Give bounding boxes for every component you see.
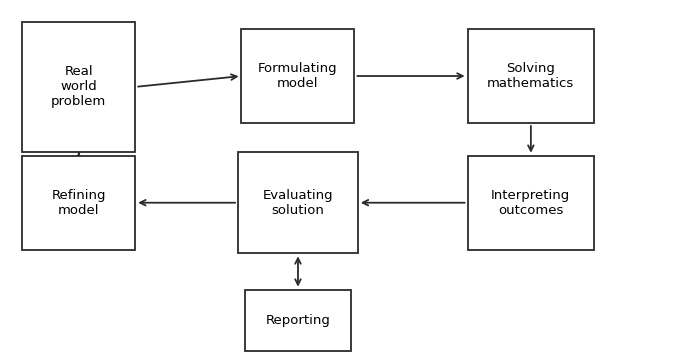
FancyBboxPatch shape (467, 29, 594, 123)
Text: Evaluating
solution: Evaluating solution (262, 189, 334, 217)
FancyBboxPatch shape (238, 152, 358, 253)
FancyBboxPatch shape (241, 29, 354, 123)
FancyBboxPatch shape (22, 156, 135, 250)
Text: Interpreting
outcomes: Interpreting outcomes (491, 189, 571, 217)
Text: Formulating
model: Formulating model (258, 62, 338, 90)
Text: Reporting: Reporting (266, 314, 330, 327)
FancyBboxPatch shape (467, 156, 594, 250)
FancyBboxPatch shape (245, 290, 351, 351)
Text: Real
world
problem: Real world problem (51, 66, 106, 108)
Text: Refining
model: Refining model (51, 189, 106, 217)
FancyBboxPatch shape (22, 22, 135, 152)
Text: Solving
mathematics: Solving mathematics (487, 62, 575, 90)
